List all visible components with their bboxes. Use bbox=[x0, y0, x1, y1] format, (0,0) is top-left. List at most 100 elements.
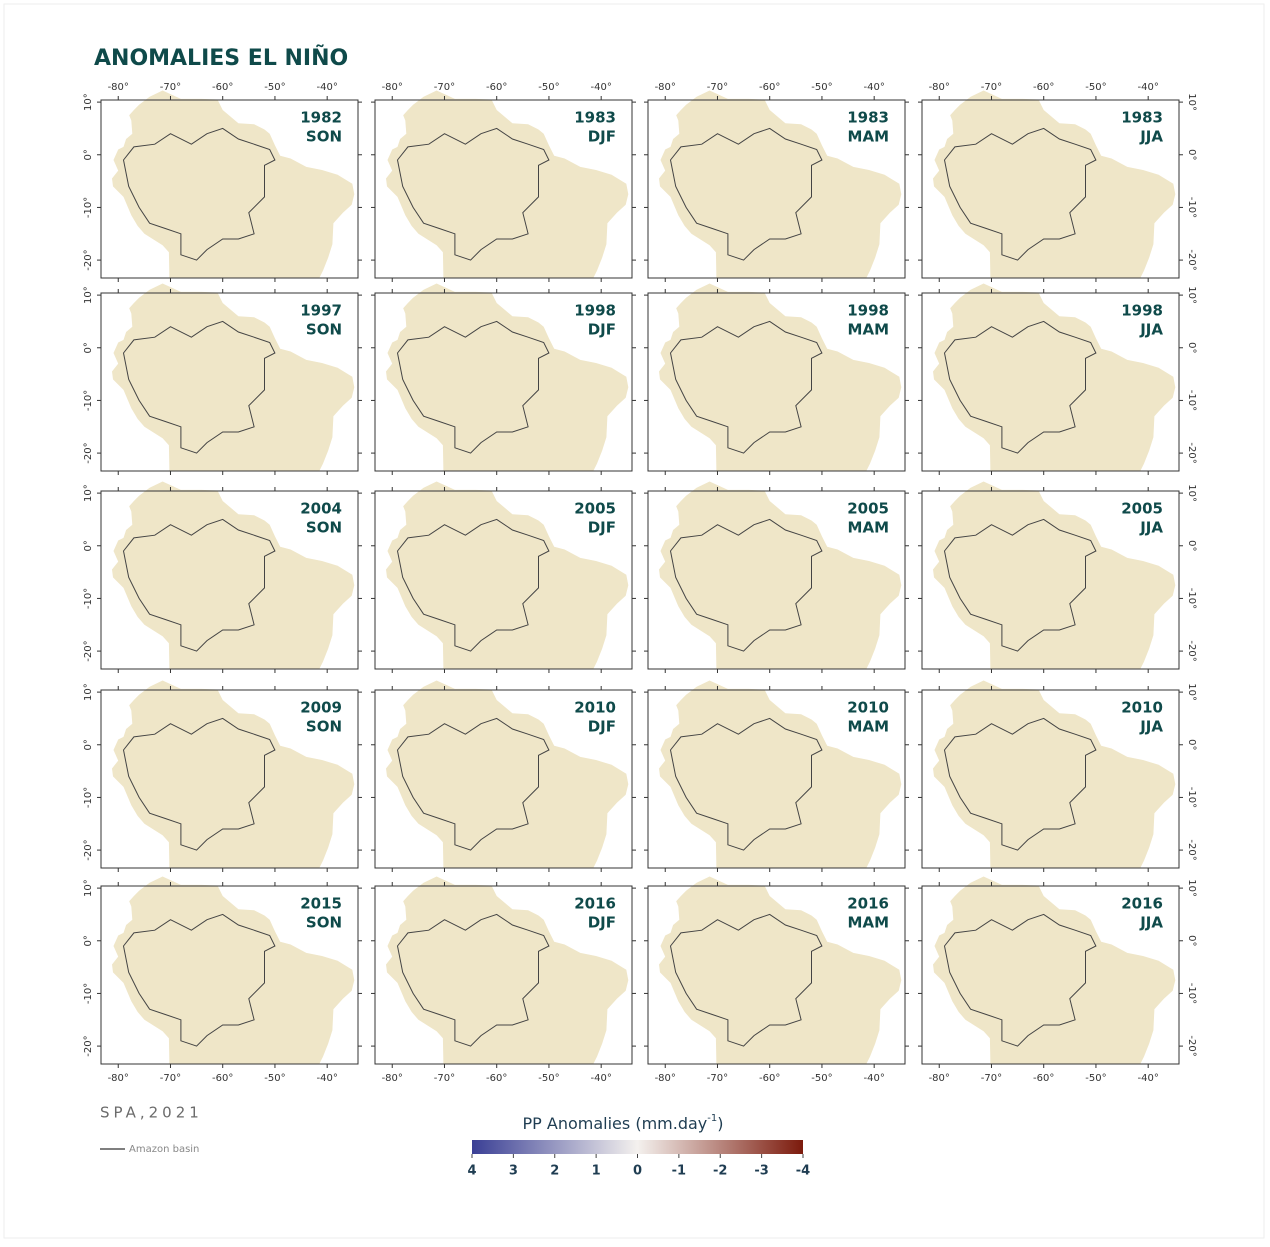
lon-tick-label: -70° bbox=[160, 1073, 181, 1084]
colorbar-label: PP Anomalies (mm.day bbox=[523, 1114, 708, 1133]
lon-tick-label: -40° bbox=[317, 82, 338, 93]
lon-tick-label: -40° bbox=[591, 82, 612, 93]
lon-tick-label: -60° bbox=[486, 82, 507, 93]
lat-tick-label: 10° bbox=[83, 93, 94, 111]
panel-season: DJF bbox=[588, 914, 616, 932]
colorbar-tick-label: 1 bbox=[592, 1164, 601, 1179]
panel-year: 1998 bbox=[574, 302, 616, 320]
map-panel: 2016JJA-80°-70°-60°-50°-40°10°0°-10°-20° bbox=[918, 877, 1197, 1085]
map-panel: 2010DJF bbox=[371, 681, 636, 873]
panel-season: MAM bbox=[848, 321, 889, 339]
panel-year: 1997 bbox=[300, 302, 342, 320]
lon-tick-label: -80° bbox=[108, 1073, 129, 1084]
lat-tick-label: 0° bbox=[83, 935, 94, 946]
colorbar-label-end: ) bbox=[717, 1114, 723, 1133]
panel-season: SON bbox=[306, 519, 342, 537]
lon-tick-label: -50° bbox=[1085, 82, 1106, 93]
panel-year: 1998 bbox=[847, 302, 889, 320]
lon-tick-label: -70° bbox=[434, 1073, 455, 1084]
panel-year: 1982 bbox=[300, 109, 342, 127]
lon-tick-label: -80° bbox=[929, 1073, 950, 1084]
panel-year: 2016 bbox=[1121, 895, 1163, 913]
lon-tick-label: -70° bbox=[707, 82, 728, 93]
lat-tick-label: 10° bbox=[83, 484, 94, 502]
lon-tick-label: -60° bbox=[212, 82, 233, 93]
lon-tick-label: -40° bbox=[317, 1073, 338, 1084]
lon-tick-label: -40° bbox=[864, 82, 885, 93]
lat-tick-label: -20° bbox=[83, 249, 94, 270]
lat-tick-label: 10° bbox=[1186, 286, 1197, 304]
map-panel: 1983MAM-80°-70°-60°-50°-40° bbox=[644, 82, 909, 282]
lon-tick-label: -80° bbox=[929, 82, 950, 93]
lat-tick-label: -10° bbox=[83, 390, 94, 411]
map-panel: 2010JJA10°0°-10°-20° bbox=[918, 681, 1197, 873]
lat-tick-label: -10° bbox=[1186, 983, 1197, 1004]
lat-tick-label: -10° bbox=[1186, 588, 1197, 609]
title: ANOMALIES EL NIÑO bbox=[94, 45, 348, 71]
lat-tick-label: 0° bbox=[83, 540, 94, 551]
lat-tick-label: -10° bbox=[1186, 197, 1197, 218]
panel-season: SON bbox=[306, 718, 342, 736]
lat-tick-label: 0° bbox=[83, 149, 94, 160]
map-panel: 2015SON-80°-70°-60°-50°-40°10°0°-10°-20° bbox=[83, 877, 362, 1085]
panel-season: MAM bbox=[848, 914, 889, 932]
lon-tick-label: -40° bbox=[1138, 82, 1159, 93]
panel-season: DJF bbox=[588, 128, 616, 146]
lon-tick-label: -50° bbox=[264, 1073, 285, 1084]
colorbar-title: PP Anomalies (mm.day-1) bbox=[523, 1113, 724, 1133]
colorbar-tick-label: -1 bbox=[672, 1164, 686, 1179]
panel-season: MAM bbox=[848, 128, 889, 146]
panel-season: JJA bbox=[1139, 914, 1163, 932]
panel-year: 1983 bbox=[574, 109, 616, 127]
lon-tick-label: -50° bbox=[538, 82, 559, 93]
colorbar-tick-label: -3 bbox=[754, 1164, 768, 1179]
panel-year: 1998 bbox=[1121, 302, 1163, 320]
panel-year: 2010 bbox=[847, 699, 889, 717]
lat-tick-label: 10° bbox=[1186, 683, 1197, 701]
lat-tick-label: -20° bbox=[1186, 442, 1197, 463]
lat-tick-label: 10° bbox=[1186, 484, 1197, 502]
lat-tick-label: -20° bbox=[83, 1035, 94, 1056]
lon-tick-label: -60° bbox=[759, 82, 780, 93]
panel-year: 2009 bbox=[300, 699, 342, 717]
source: SPA,2021 bbox=[100, 1104, 203, 1122]
lat-tick-label: -10° bbox=[1186, 787, 1197, 808]
panel-year: 2016 bbox=[847, 895, 889, 913]
lon-tick-label: -50° bbox=[1085, 1073, 1106, 1084]
lon-tick-label: -80° bbox=[655, 1073, 676, 1084]
panel-season: MAM bbox=[848, 519, 889, 537]
colorbar-tick-label: 3 bbox=[509, 1164, 518, 1179]
lat-tick-label: -20° bbox=[1186, 839, 1197, 860]
panel-year: 2015 bbox=[300, 895, 342, 913]
lon-tick-label: -40° bbox=[864, 1073, 885, 1084]
lat-tick-label: 0° bbox=[83, 342, 94, 353]
lon-tick-label: -80° bbox=[382, 1073, 403, 1084]
panel-season: JJA bbox=[1139, 321, 1163, 339]
lat-tick-label: -10° bbox=[1186, 390, 1197, 411]
lat-tick-label: -10° bbox=[83, 787, 94, 808]
panel-year: 1983 bbox=[1121, 109, 1163, 127]
panel-year: 2004 bbox=[300, 500, 342, 518]
lon-tick-label: -60° bbox=[1033, 1073, 1054, 1084]
lat-tick-label: -10° bbox=[83, 197, 94, 218]
panel-season: MAM bbox=[848, 718, 889, 736]
panel-season: JJA bbox=[1139, 519, 1163, 537]
lon-tick-label: -60° bbox=[1033, 82, 1054, 93]
lat-tick-label: -20° bbox=[1186, 249, 1197, 270]
lon-tick-label: -80° bbox=[108, 82, 129, 93]
lat-tick-label: 0° bbox=[1186, 540, 1197, 551]
colorbar-label-sup: -1 bbox=[707, 1113, 717, 1124]
panel-year: 2010 bbox=[574, 699, 616, 717]
lat-tick-label: -20° bbox=[83, 640, 94, 661]
panel-year: 1983 bbox=[847, 109, 889, 127]
colorbar bbox=[472, 1140, 803, 1154]
lat-tick-label: 10° bbox=[1186, 879, 1197, 897]
